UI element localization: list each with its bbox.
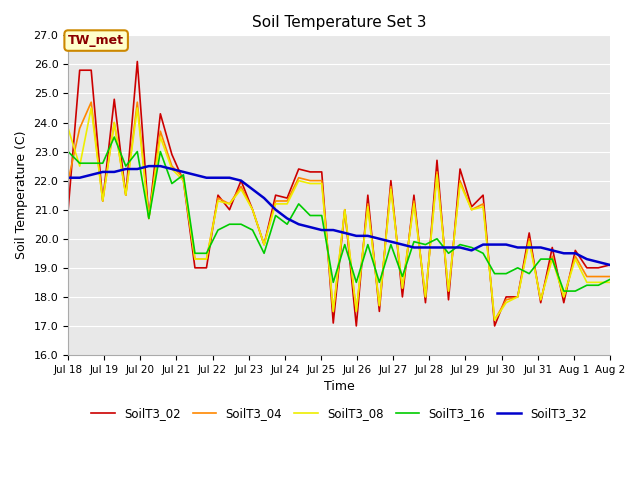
X-axis label: Time: Time [324, 380, 355, 393]
Text: TW_met: TW_met [68, 34, 124, 47]
Legend: SoilT3_02, SoilT3_04, SoilT3_08, SoilT3_16, SoilT3_32: SoilT3_02, SoilT3_04, SoilT3_08, SoilT3_… [86, 402, 591, 425]
Title: Soil Temperature Set 3: Soil Temperature Set 3 [252, 15, 426, 30]
Y-axis label: Soil Temperature (C): Soil Temperature (C) [15, 131, 28, 259]
